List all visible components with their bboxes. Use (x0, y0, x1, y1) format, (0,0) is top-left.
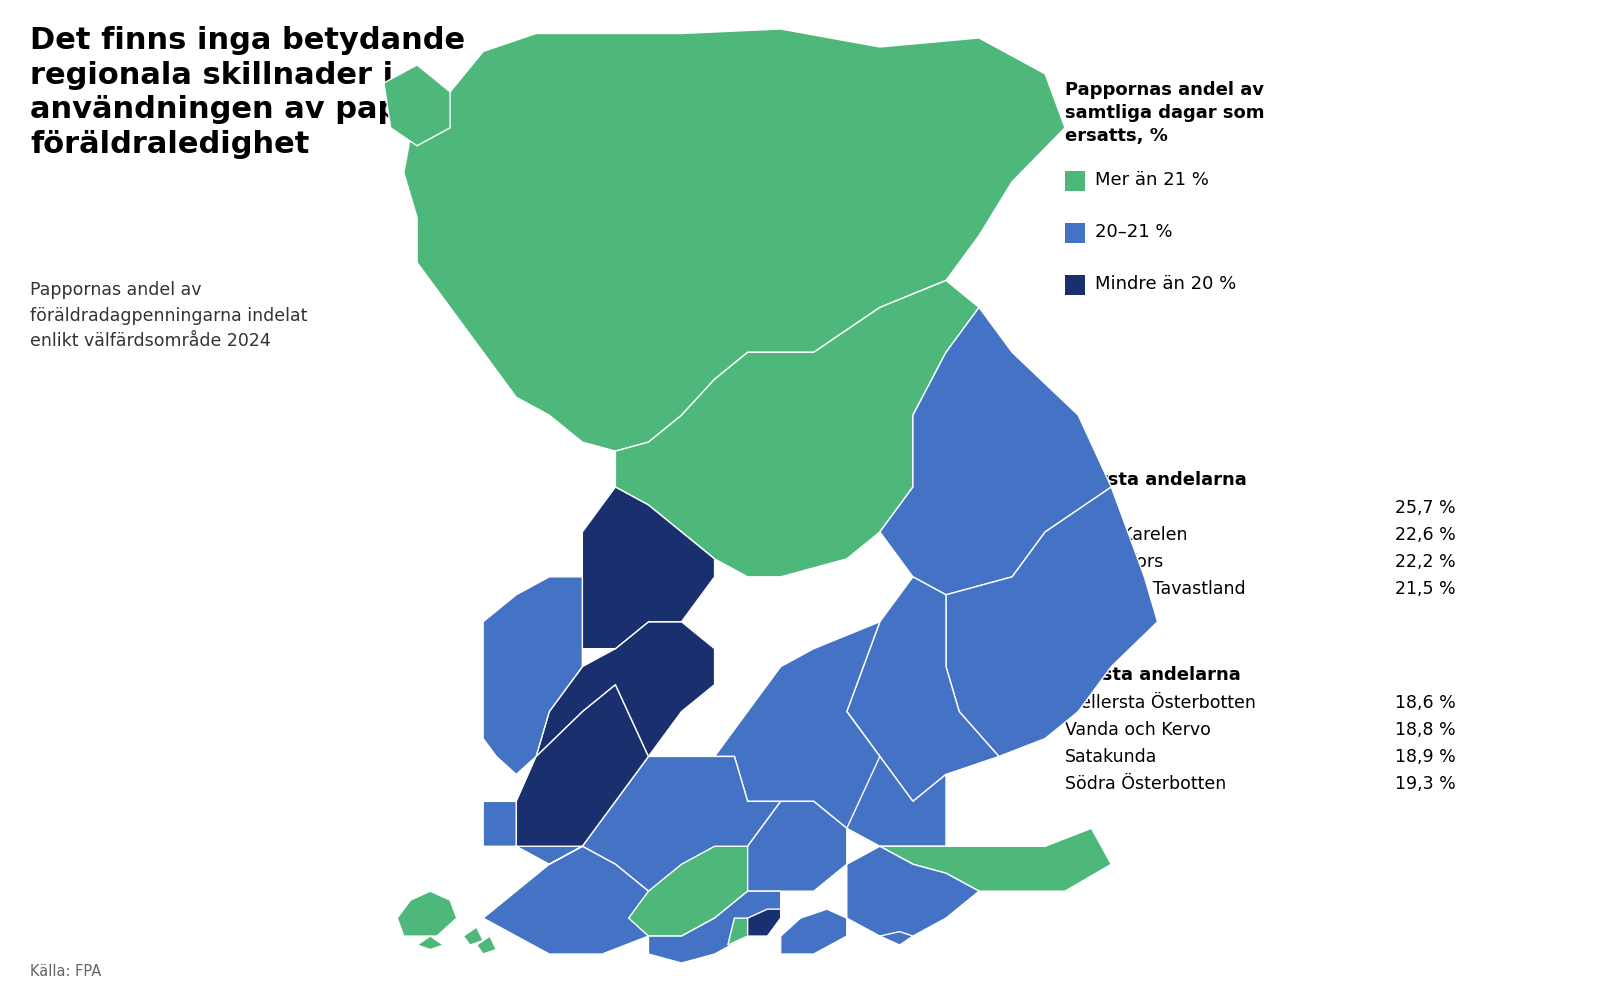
Bar (1066, 223, 1085, 243)
Polygon shape (616, 280, 979, 577)
Text: 18,9 %: 18,9 % (1395, 748, 1456, 766)
Polygon shape (517, 685, 648, 864)
Bar (1066, 275, 1085, 295)
Text: Det finns inga betydande
regionala skillnader i
användningen av pappors
föräldra: Det finns inga betydande regionala skill… (30, 26, 475, 159)
Bar (1066, 171, 1085, 191)
Text: 25,7 %: 25,7 % (1395, 499, 1456, 517)
Polygon shape (846, 577, 998, 802)
Text: Helsingfors: Helsingfors (1066, 553, 1163, 571)
Polygon shape (728, 918, 768, 945)
Text: Södra Österbotten: Södra Österbotten (1066, 775, 1226, 793)
Text: Södra Karelen: Södra Karelen (1066, 526, 1187, 544)
Polygon shape (781, 909, 846, 954)
Polygon shape (715, 622, 880, 828)
Text: Mer än 21 %: Mer än 21 % (1094, 171, 1210, 189)
Polygon shape (880, 828, 1112, 891)
Text: Mindre än 20 %: Mindre än 20 % (1094, 275, 1237, 293)
Polygon shape (648, 891, 781, 963)
Text: 19,3 %: 19,3 % (1395, 775, 1456, 793)
Text: Pappornas andel av
samtliga dagar som
ersatts, %: Pappornas andel av samtliga dagar som er… (1066, 81, 1264, 145)
Text: Pappornas andel av
föräldradagpenningarna indelat
enlikt välfärdsområde 2024: Pappornas andel av föräldradagpenningarn… (30, 281, 307, 350)
Polygon shape (403, 29, 1066, 451)
Polygon shape (483, 802, 648, 954)
Polygon shape (880, 932, 914, 945)
Text: Åland: Åland (1066, 499, 1115, 517)
Text: Mellersta Österbotten: Mellersta Österbotten (1066, 694, 1256, 712)
Polygon shape (582, 487, 715, 649)
Text: 22,2 %: 22,2 % (1395, 553, 1456, 571)
Text: Minsta andelarna: Minsta andelarna (1066, 666, 1240, 684)
Text: 21,5 %: 21,5 % (1395, 580, 1456, 598)
Polygon shape (747, 802, 846, 891)
Polygon shape (536, 622, 715, 757)
Text: Vanda och Kervo: Vanda och Kervo (1066, 721, 1211, 739)
Text: Egentliga Tavastland: Egentliga Tavastland (1066, 580, 1246, 598)
Polygon shape (814, 712, 946, 846)
Polygon shape (846, 846, 979, 936)
Text: Satakunda: Satakunda (1066, 748, 1157, 766)
Polygon shape (418, 936, 443, 950)
Text: Källa: FPA: Källa: FPA (30, 964, 101, 979)
Polygon shape (464, 927, 483, 945)
Text: 18,8 %: 18,8 % (1395, 721, 1456, 739)
Polygon shape (397, 891, 456, 936)
Text: 18,6 %: 18,6 % (1395, 694, 1456, 712)
Polygon shape (483, 577, 582, 775)
Polygon shape (629, 846, 781, 936)
Polygon shape (582, 757, 781, 891)
Polygon shape (946, 487, 1157, 757)
Text: 22,6 %: 22,6 % (1395, 526, 1456, 544)
Polygon shape (880, 307, 1112, 595)
Polygon shape (477, 936, 496, 954)
Polygon shape (384, 65, 450, 146)
Text: 20–21 %: 20–21 % (1094, 223, 1173, 241)
Polygon shape (747, 909, 781, 936)
Text: Största andelarna: Största andelarna (1066, 471, 1246, 489)
